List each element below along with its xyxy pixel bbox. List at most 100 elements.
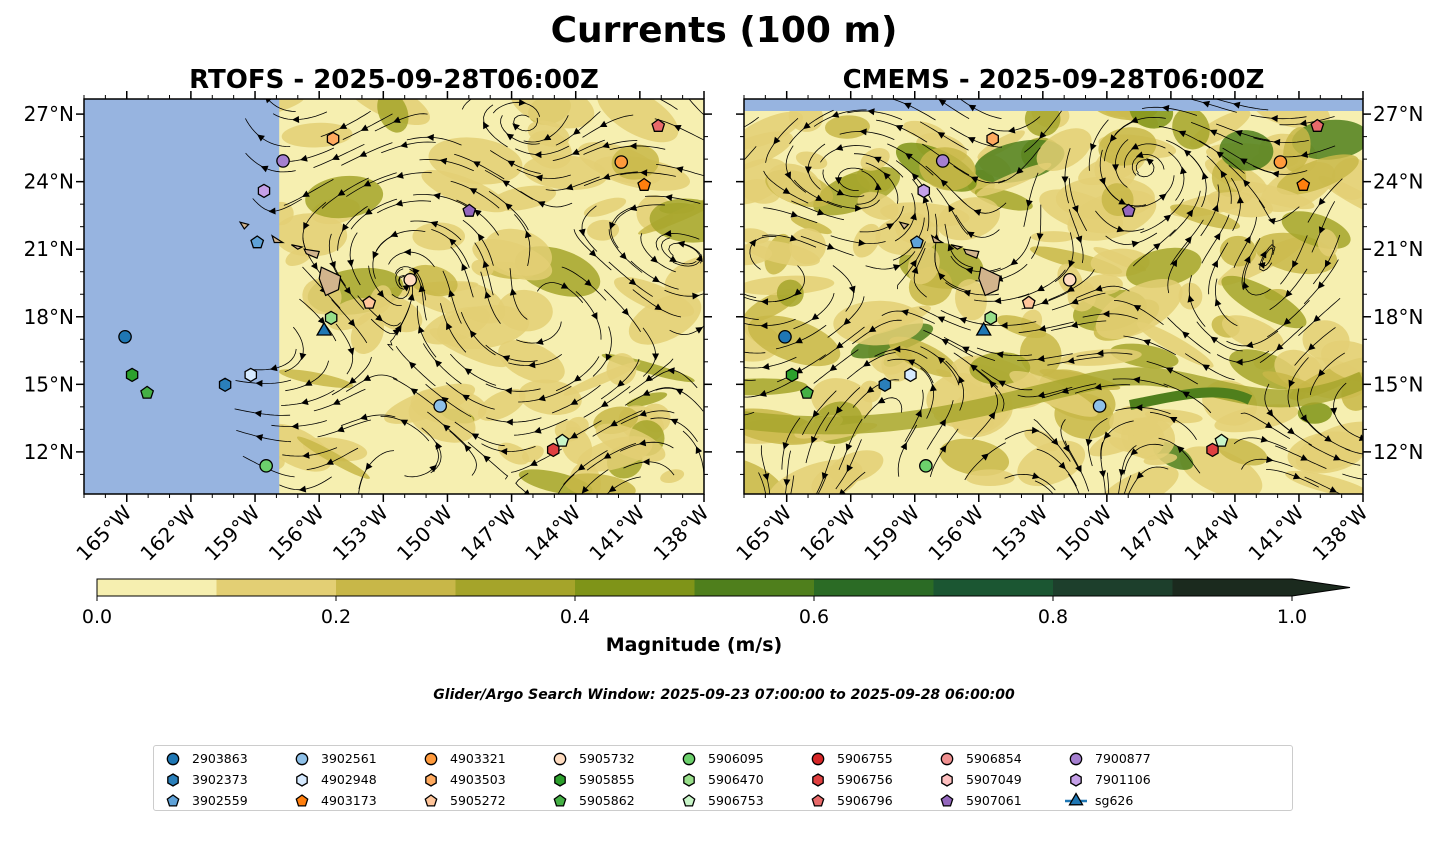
platform-marker-4903321[interactable] xyxy=(1273,155,1288,169)
platform-marker-5906756[interactable] xyxy=(1206,442,1219,458)
streamline xyxy=(793,292,835,330)
platform-marker-5905272[interactable] xyxy=(1021,295,1036,309)
streamline-arrow xyxy=(670,418,679,426)
streamline xyxy=(815,445,836,494)
streamline-arrow xyxy=(1036,284,1045,292)
streamline xyxy=(1095,210,1145,232)
platform-marker-5906796[interactable] xyxy=(1310,118,1325,132)
streamline-arrow xyxy=(1243,179,1251,188)
streamline xyxy=(460,311,496,356)
platform-marker-5905862[interactable] xyxy=(140,385,155,399)
magnitude-contour xyxy=(766,163,822,204)
lat-tick-label: 21°N xyxy=(24,237,74,261)
platform-marker-5906095[interactable] xyxy=(919,459,933,473)
platform-marker-4903321[interactable] xyxy=(614,155,629,169)
streamline-arrow xyxy=(605,353,613,362)
platform-marker-sg626[interactable] xyxy=(975,321,992,336)
platform-marker-5906756[interactable] xyxy=(546,442,560,458)
streamline xyxy=(279,476,332,491)
streamline-arrow xyxy=(609,221,616,230)
platform-marker-2903863[interactable] xyxy=(778,329,792,344)
streamline xyxy=(484,169,534,200)
magnitude-contour xyxy=(965,469,1015,487)
streamline xyxy=(744,318,796,327)
lon-tick-label: 141°W xyxy=(1243,500,1308,565)
platform-marker-4903173[interactable] xyxy=(1296,177,1311,191)
streamline xyxy=(876,119,928,143)
legend-label: 5906756 xyxy=(837,771,893,787)
platform-marker-5906470[interactable] xyxy=(984,310,998,326)
platform-marker-sg626[interactable] xyxy=(315,321,333,336)
magnitude-contour xyxy=(563,361,641,396)
streamline-arrow xyxy=(1260,435,1269,443)
streamline xyxy=(1082,313,1138,320)
streamline-arrow xyxy=(692,292,700,300)
streamline-arrow xyxy=(970,176,979,183)
platform-marker-5907061[interactable] xyxy=(1121,203,1136,217)
streamline-arrow xyxy=(395,199,404,207)
streamline xyxy=(1163,383,1212,414)
streamline xyxy=(555,356,600,392)
streamline-arrow xyxy=(1169,416,1178,424)
streamline xyxy=(1017,269,1066,299)
platform-marker-3902561[interactable] xyxy=(1092,399,1107,413)
platform-marker-5905732[interactable] xyxy=(403,273,418,287)
streamline xyxy=(481,443,536,453)
island-land xyxy=(978,266,1001,297)
streamline-arrow xyxy=(1170,259,1178,267)
streamline xyxy=(1128,466,1169,494)
platform-marker-7901106[interactable] xyxy=(917,183,931,199)
platform-marker-5906095[interactable] xyxy=(259,459,273,473)
streamline xyxy=(1307,178,1343,223)
platform-marker-5906753[interactable] xyxy=(1214,433,1229,447)
panel-title: RTOFS - 2025-09-28T06:00Z xyxy=(189,65,599,95)
streamline-arrow xyxy=(1000,321,1008,329)
platform-marker-5905272[interactable] xyxy=(362,295,377,309)
platform-marker-5906470[interactable] xyxy=(324,310,338,326)
platform-marker-4903503[interactable] xyxy=(986,131,999,147)
platform-marker-5906753[interactable] xyxy=(555,433,570,447)
island-land xyxy=(898,221,910,230)
streamline xyxy=(664,289,704,297)
streamline xyxy=(342,113,393,140)
platform-marker-4902948[interactable] xyxy=(904,367,917,383)
platform-marker-5906796[interactable] xyxy=(651,118,666,132)
streamline-arrow xyxy=(848,285,856,294)
platform-marker-5905855[interactable] xyxy=(785,367,799,383)
streamline-arrow xyxy=(403,248,411,256)
legend-label: 5907061 xyxy=(966,792,1022,808)
platform-marker-3902373[interactable] xyxy=(878,377,892,393)
streamline-arrow xyxy=(937,316,946,323)
platform-marker-5905855[interactable] xyxy=(125,367,139,383)
streamline-arrow xyxy=(1178,130,1187,138)
streamline-arrow xyxy=(435,441,443,450)
streamline-arrow xyxy=(1244,235,1251,244)
streamline-arrow xyxy=(1136,471,1144,479)
streamline-arrow xyxy=(854,204,863,212)
platform-marker-5905732[interactable] xyxy=(1062,273,1077,287)
platform-marker-3902561[interactable] xyxy=(433,399,448,413)
legend-label: sg626 xyxy=(1095,792,1134,808)
streamline-arrow xyxy=(1111,164,1119,172)
platform-marker-7900877[interactable] xyxy=(276,154,290,168)
platform-marker-7901106[interactable] xyxy=(257,183,271,199)
streamline xyxy=(431,229,470,268)
streamline-arrow xyxy=(1187,294,1195,303)
lon-tick-label: 150°W xyxy=(1051,500,1116,565)
platform-marker-3902559[interactable] xyxy=(250,235,265,249)
streamline xyxy=(299,298,337,342)
platform-marker-5907061[interactable] xyxy=(462,203,477,217)
streamline-arrow xyxy=(667,367,675,375)
platform-marker-4903503[interactable] xyxy=(326,131,340,147)
platform-marker-5905862[interactable] xyxy=(800,385,814,399)
platform-marker-3902559[interactable] xyxy=(909,235,924,249)
platform-marker-7900877[interactable] xyxy=(935,154,950,168)
current-jet xyxy=(1129,387,1253,410)
platform-marker-4902948[interactable] xyxy=(244,367,258,383)
streamline xyxy=(513,114,538,132)
streamline xyxy=(1051,320,1107,331)
platform-marker-3902373[interactable] xyxy=(218,377,232,393)
platform-marker-2903863[interactable] xyxy=(118,329,132,344)
platform-marker-4903173[interactable] xyxy=(637,177,652,191)
magnitude-contour xyxy=(577,436,653,472)
